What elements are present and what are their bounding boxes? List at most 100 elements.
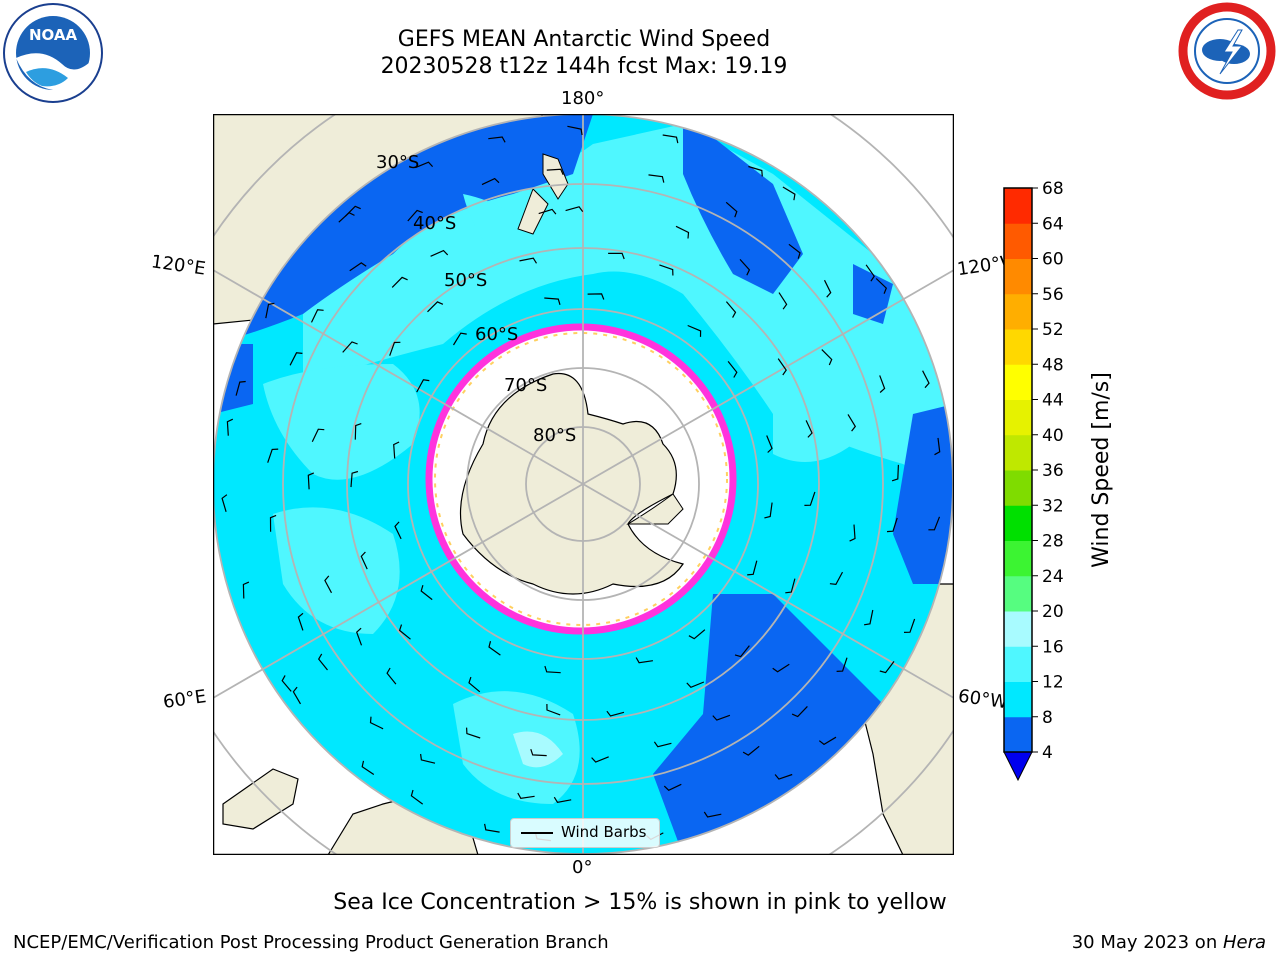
wind-barb <box>663 783 682 792</box>
colorbar-tick-label: 68 <box>1042 180 1064 199</box>
wind-barb <box>386 667 397 685</box>
wind-barb <box>778 292 788 310</box>
wind-barb <box>546 168 564 176</box>
new-zealand-land <box>542 153 569 200</box>
wind-barb <box>269 514 277 532</box>
wind-barb <box>662 134 679 144</box>
lat-label-80s: 80°S <box>533 425 577 446</box>
low-wind-region <box>893 404 953 584</box>
antarctic-peninsula-land <box>626 493 684 525</box>
wind-barb <box>466 727 481 739</box>
wind-barb <box>538 208 557 215</box>
wind-barb <box>934 437 941 456</box>
colorbar-tick-label: 64 <box>1042 214 1064 234</box>
wind-barb <box>393 441 400 459</box>
colorbar-label: Wind Speed [m/s] <box>1089 372 1114 568</box>
footer-branch: NCEP/EMC/Verification Post Processing Pr… <box>13 932 609 953</box>
wind-barb <box>928 516 941 531</box>
wind-barb <box>606 710 625 717</box>
colorbar-tick-label: 52 <box>1042 320 1064 340</box>
high-wind-region <box>513 731 563 768</box>
wind-barb <box>777 358 787 376</box>
colorbar-tick-label: 48 <box>1042 355 1064 375</box>
wind-barb <box>804 491 816 506</box>
wind-barb <box>686 681 705 689</box>
wind-barb <box>452 332 467 346</box>
legend-line-icon <box>521 832 553 834</box>
colorbar-extend-arrow <box>1003 751 1033 782</box>
wind-barb <box>782 186 796 201</box>
wind-barb <box>350 470 359 488</box>
colorbar-segment <box>1004 716 1032 753</box>
wind-barb <box>587 293 605 300</box>
wind-barb <box>267 448 279 463</box>
wind-barb <box>221 494 228 512</box>
wind-barb <box>748 165 763 177</box>
map-title: GEFS MEAN Antarctic Wind Speed <box>397 27 771 52</box>
colorbar-tick-label: 40 <box>1042 426 1064 446</box>
colorbar-segment <box>1004 223 1032 259</box>
colorbar-segment <box>1004 293 1032 330</box>
colorbar-segment <box>1004 364 1032 400</box>
wind-barbs <box>221 125 941 842</box>
lon-label-0: 0° <box>572 857 593 878</box>
colorbar-tick-label: 60 <box>1042 250 1064 270</box>
lat-label-40s: 40°S <box>413 213 457 234</box>
wind-barb <box>544 297 561 305</box>
wind-barb <box>317 653 328 671</box>
wind-barb <box>427 301 444 313</box>
wind-barb <box>879 661 895 674</box>
wind-barbs-legend: Wind Barbs <box>510 818 660 848</box>
wind-barb <box>389 341 401 356</box>
wind-barb <box>567 125 583 136</box>
high-wind-region <box>263 364 420 480</box>
wind-barb <box>369 716 384 730</box>
wind-barb <box>517 792 535 799</box>
wind-barb <box>675 225 690 239</box>
wind-barb <box>687 324 702 337</box>
noaa-logo: NOAA <box>3 3 103 103</box>
wind-barb <box>394 521 402 540</box>
lon-label-120e: 120°E <box>149 251 207 280</box>
wind-barb <box>734 645 750 658</box>
colorbar-segment <box>1004 399 1032 436</box>
wind-barb <box>821 349 833 366</box>
colorbar-tick-label: 16 <box>1042 637 1064 657</box>
wind-barb <box>307 472 315 490</box>
colorbar-tick-label: 12 <box>1042 673 1064 693</box>
colorbar-segment <box>1004 470 1032 506</box>
wind-barb <box>785 578 796 594</box>
wind-barb <box>766 435 773 453</box>
colorbar-tick-label: 4 <box>1042 743 1053 763</box>
madagascar-land <box>222 768 299 830</box>
colorbar-segment <box>1004 188 1032 224</box>
wind-barb <box>703 811 722 818</box>
wind-barb <box>553 796 572 803</box>
wind-barb <box>849 524 856 542</box>
wind-barb <box>324 575 333 594</box>
wind-barb <box>226 418 234 436</box>
wind-barb <box>818 736 837 746</box>
wind-barb <box>727 361 738 378</box>
lon-label-180: 180° <box>561 88 605 109</box>
wind-barb <box>530 749 547 757</box>
wind-barb <box>292 686 302 705</box>
colorbar-segment <box>1004 329 1032 365</box>
wind-barb <box>788 243 801 259</box>
wind-barb <box>484 823 500 833</box>
wind-barb <box>891 464 899 482</box>
wind-barb <box>742 745 760 756</box>
colorbar-segment <box>1004 646 1032 682</box>
colorbar-tick-label: 20 <box>1042 602 1064 622</box>
lat-label-30s: 30°S <box>376 152 420 173</box>
colorbar-tick-label: 8 <box>1042 708 1053 728</box>
high-wind-region <box>453 691 580 804</box>
wind-barb <box>764 502 773 519</box>
lat-label-50s: 50°S <box>444 270 488 291</box>
colorbar-segment <box>1004 258 1032 295</box>
colorbar-segment <box>1004 540 1032 577</box>
wind-barb <box>863 609 874 626</box>
wind-barb <box>310 309 324 323</box>
wind-barb <box>836 657 848 672</box>
